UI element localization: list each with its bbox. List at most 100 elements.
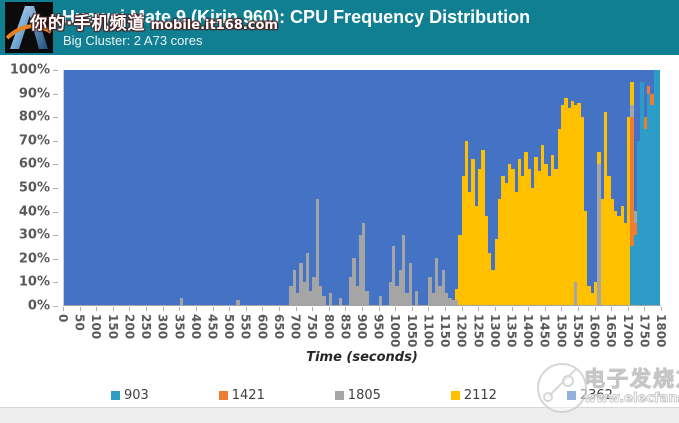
freq-column (113, 70, 117, 305)
freq-segment-2362 (461, 70, 465, 176)
freq-segment-1805 (441, 269, 445, 305)
freq-segment-1805 (309, 290, 313, 305)
freq-column (600, 70, 604, 305)
freq-column (647, 70, 651, 305)
freq-column (587, 70, 591, 305)
freq-column (120, 70, 124, 305)
freq-column (73, 70, 78, 305)
chart-legend: 903 1421 1805 2112 2362 (63, 386, 661, 404)
freq-column (309, 70, 313, 305)
freq-segment-2362 (120, 70, 124, 305)
freq-segment-2362 (474, 70, 479, 207)
freq-column (590, 70, 594, 305)
freq-segment-2112 (481, 149, 485, 305)
freq-column (501, 70, 505, 305)
freq-segment-2112 (514, 192, 518, 305)
freq-segment-2112 (617, 215, 621, 305)
freq-segment-1805 (338, 297, 343, 305)
x-tick-label: 1200 (454, 314, 469, 348)
freq-column (537, 70, 541, 305)
freq-segment-2112 (527, 168, 532, 305)
legend-label: 903 (124, 387, 149, 403)
freq-segment-2362 (554, 70, 558, 169)
freq-column (464, 70, 469, 305)
freq-segment-2362 (83, 70, 88, 305)
x-tick-mark (611, 307, 613, 311)
freq-column (517, 70, 522, 305)
x-tick-label: 1150 (438, 314, 453, 348)
y-tick-label: 70% (18, 133, 50, 149)
freq-segment-2362 (418, 70, 422, 305)
freq-segment-2362 (623, 70, 628, 223)
freq-column (418, 70, 422, 305)
freq-segment-2362 (232, 70, 237, 305)
x-tick-label: 1350 (504, 314, 519, 348)
freq-segment-2362 (491, 70, 495, 270)
freq-segment-2362 (136, 70, 141, 305)
x-tick-mark (328, 307, 330, 311)
freq-segment-2112 (550, 154, 555, 305)
freq-segment-2112 (517, 159, 522, 305)
freq-column (385, 70, 389, 305)
freq-segment-2362 (570, 70, 575, 101)
freq-segment-2112 (580, 117, 585, 305)
watermark-elecfans-cn: 电子发烧友 (584, 367, 679, 392)
freq-segment-1805 (401, 234, 406, 305)
freq-segment-2362 (620, 70, 624, 207)
freq-segment-2362 (117, 70, 121, 305)
freq-segment-2362 (464, 70, 469, 141)
freq-column (100, 70, 104, 305)
freq-column (567, 70, 571, 305)
y-tick-label: 10% (18, 274, 50, 290)
freq-segment-2112 (531, 187, 535, 305)
freq-segment-2362 (438, 70, 442, 287)
freq-segment-2362 (382, 70, 386, 305)
freq-segment-2112 (488, 253, 492, 305)
freq-segment-2362 (130, 70, 134, 305)
freq-column (497, 70, 502, 305)
freq-segment-2362 (123, 70, 127, 305)
y-tick-mark (53, 306, 58, 307)
freq-segment-1805 (597, 164, 601, 305)
freq-column (103, 70, 108, 305)
freq-segment-2362 (458, 70, 462, 235)
freq-segment-1421 (633, 222, 638, 235)
freq-segment-2112 (574, 105, 578, 282)
y-tick-mark (53, 235, 58, 237)
freq-column (382, 70, 386, 305)
freq-column (448, 70, 452, 305)
freq-segment-2112 (567, 107, 571, 305)
freq-segment-2362 (501, 70, 505, 176)
freq-segment-1805 (236, 300, 240, 305)
freq-segment-1805 (378, 295, 382, 305)
freq-column (77, 70, 81, 305)
x-tick-label: 1500 (554, 314, 569, 348)
x-tick-mark (162, 307, 164, 311)
freq-segment-2362 (223, 70, 227, 305)
freq-segment-2362 (544, 70, 548, 164)
freq-segment-2362 (252, 70, 257, 305)
freq-segment-2362 (425, 70, 429, 305)
freq-column (269, 70, 273, 305)
freq-column (391, 70, 396, 305)
freq-segment-1805 (398, 269, 402, 305)
freq-segment-1805 (395, 286, 399, 305)
freq-segment-2112 (541, 145, 545, 305)
freq-segment-2362 (577, 70, 581, 103)
freq-column (458, 70, 462, 305)
freq-column (150, 70, 154, 305)
freq-segment-2362 (236, 70, 240, 301)
freq-segment-2362 (325, 70, 329, 305)
freq-column (153, 70, 157, 305)
freq-segment-2362 (597, 70, 601, 153)
freq-column (408, 70, 412, 305)
x-tick-label: 1700 (620, 314, 635, 348)
freq-column (209, 70, 214, 305)
y-tick-label: 40% (18, 204, 50, 220)
freq-segment-2362 (70, 70, 74, 305)
freq-column (246, 70, 250, 305)
freq-segment-2362 (488, 70, 492, 254)
freq-segment-903 (647, 93, 651, 305)
freq-column (401, 70, 406, 305)
freq-segment-2362 (630, 70, 634, 82)
